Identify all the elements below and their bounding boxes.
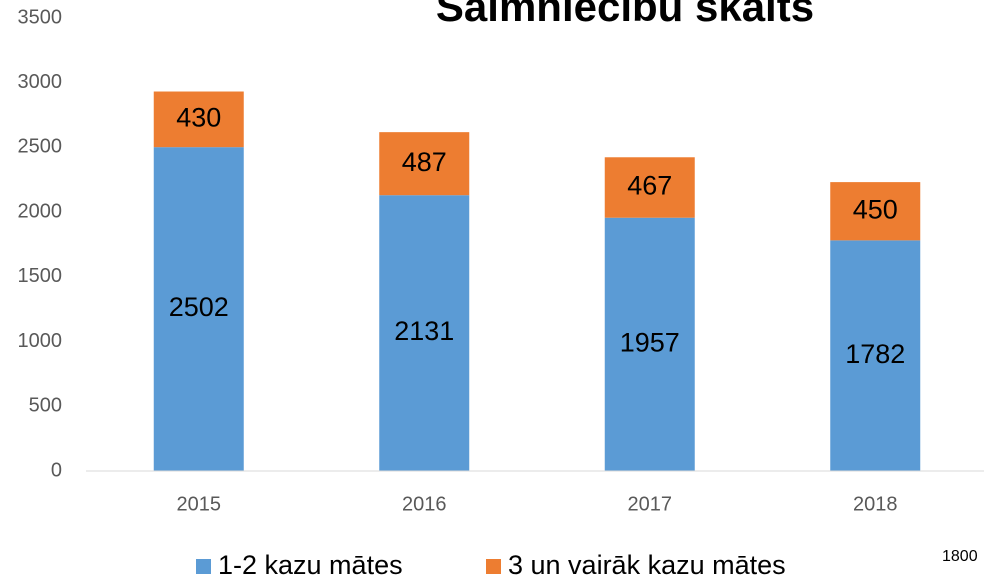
legend-label: 1-2 kazu mātes [218, 550, 403, 580]
data-label: 1782 [845, 339, 905, 369]
y-tick-label: 2000 [18, 200, 63, 222]
bar-segment [830, 240, 921, 471]
y-tick-label: 0 [51, 459, 62, 481]
bar-segment [379, 195, 470, 471]
x-tick-label: 2015 [177, 493, 222, 515]
data-label: 1957 [620, 327, 680, 357]
annotation: 1800 [942, 548, 978, 565]
bar-segment [153, 91, 244, 148]
data-label: 487 [402, 147, 447, 177]
x-tick-label: 2016 [402, 493, 447, 515]
data-label: 430 [176, 102, 221, 132]
y-tick-label: 500 [29, 395, 62, 417]
legend-label: 3 un vairāk kazu mātes [508, 550, 786, 580]
y-tick-label: 3500 [18, 6, 63, 28]
bar-segment [604, 217, 695, 471]
bar-segment [379, 132, 470, 196]
y-tick-label: 1500 [18, 265, 63, 287]
chart-title: Saimniecību skaits [436, 0, 814, 30]
legend-swatch [486, 559, 501, 574]
legend-swatch [196, 559, 211, 574]
data-label: 450 [853, 194, 898, 224]
x-tick-label: 2018 [853, 493, 898, 515]
bar-segment [604, 157, 695, 218]
data-label: 2131 [394, 316, 454, 346]
y-tick-label: 1000 [18, 330, 63, 352]
y-tick-label: 2500 [18, 136, 63, 158]
data-label: 467 [627, 171, 672, 201]
x-tick-label: 2017 [628, 493, 673, 515]
bar-segment [153, 147, 244, 471]
data-label: 2502 [169, 292, 229, 322]
y-tick-label: 3000 [18, 71, 63, 93]
bar-segment [830, 182, 921, 241]
